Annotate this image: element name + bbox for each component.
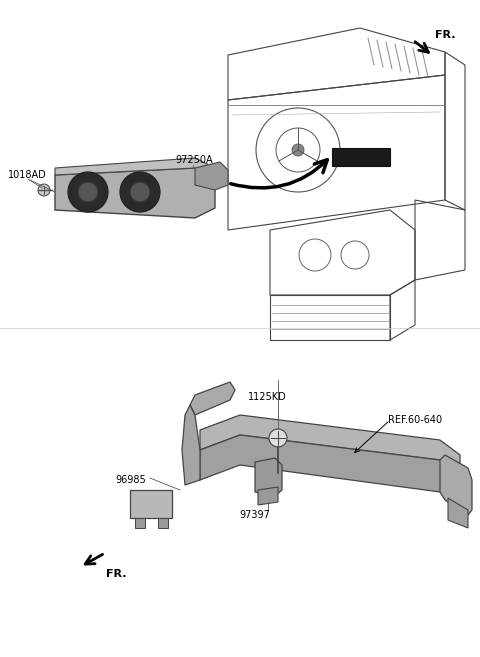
Text: 97397: 97397 — [240, 510, 270, 520]
Circle shape — [68, 172, 108, 212]
Text: 1018AD: 1018AD — [8, 170, 47, 180]
Polygon shape — [55, 158, 215, 178]
Circle shape — [38, 184, 50, 196]
Text: 97250A: 97250A — [175, 155, 213, 165]
Text: 1125KD: 1125KD — [248, 392, 287, 402]
Polygon shape — [195, 162, 228, 190]
Polygon shape — [448, 498, 468, 528]
Polygon shape — [190, 382, 235, 415]
Polygon shape — [200, 435, 460, 500]
Bar — [130, 490, 172, 518]
Circle shape — [130, 182, 150, 202]
Bar — [158, 518, 168, 528]
Polygon shape — [258, 487, 278, 505]
Polygon shape — [182, 405, 200, 485]
Polygon shape — [440, 455, 472, 515]
Circle shape — [269, 429, 287, 447]
Text: FR.: FR. — [106, 569, 127, 579]
Bar — [135, 518, 145, 528]
Text: 96985: 96985 — [115, 475, 146, 485]
Bar — [332, 148, 390, 166]
Text: FR.: FR. — [435, 30, 456, 40]
Circle shape — [78, 182, 98, 202]
Circle shape — [292, 144, 304, 156]
Polygon shape — [255, 458, 282, 496]
Circle shape — [120, 172, 160, 212]
Polygon shape — [55, 168, 215, 218]
Text: REF.60-640: REF.60-640 — [388, 415, 442, 425]
Polygon shape — [200, 415, 460, 470]
